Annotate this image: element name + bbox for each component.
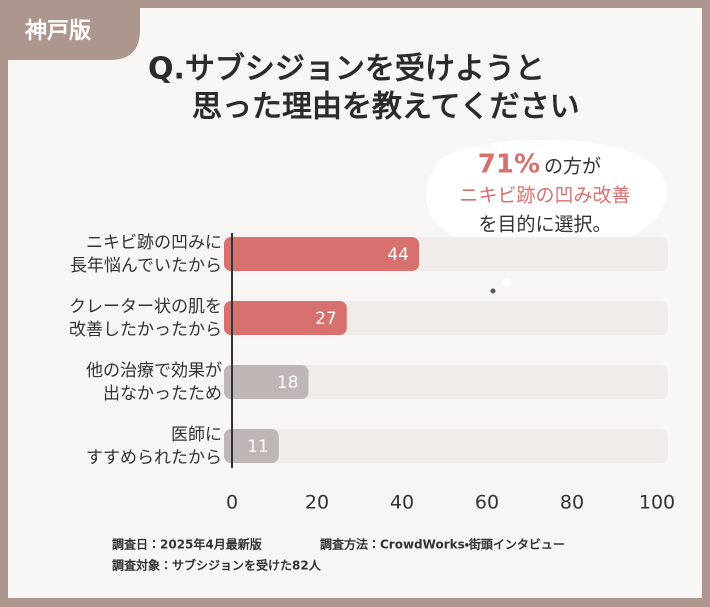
value-label: 27 xyxy=(315,309,337,329)
chart-title: 思った理由を教えてください xyxy=(192,90,580,125)
x-tick-label: 40 xyxy=(390,492,414,514)
badge: 神戸版 xyxy=(24,19,92,44)
value-label: 11 xyxy=(247,437,269,457)
chart-title: Q.サブシジョンを受けようと xyxy=(148,52,545,87)
callout-dot xyxy=(503,279,511,287)
footer-note: 調査方法：CrowdWorks・街頭インタビュー xyxy=(320,537,565,552)
badge-bg xyxy=(0,0,140,60)
y-tick-label: クレーター状の肌を xyxy=(69,297,222,317)
bar-track xyxy=(232,365,668,399)
x-tick-label: 20 xyxy=(305,492,329,514)
annotation: ニキビ跡の凹み改善 xyxy=(459,185,630,207)
x-tick-label: 100 xyxy=(639,492,675,514)
y-tick-label: 長年悩んでいたから xyxy=(70,256,222,276)
callout xyxy=(426,140,667,268)
y-tick-label: 医師に xyxy=(171,425,222,445)
y-tick-label: ニキビ跡の凹みに xyxy=(86,233,222,253)
bar xyxy=(224,237,419,271)
footer-note: 調査対象：サブシジョンを受けた82人 xyxy=(112,558,322,573)
y-tick-label: すすめられたから xyxy=(86,448,222,468)
x-tick-label: 60 xyxy=(475,492,499,514)
y-tick-label: 改善したかったから xyxy=(69,320,222,340)
y-tick-label: 他の治療で効果が xyxy=(86,361,222,381)
value-label: 44 xyxy=(387,245,409,265)
bar xyxy=(224,365,309,399)
x-tick-label: 0 xyxy=(226,492,238,514)
bar-track xyxy=(232,429,668,463)
bar xyxy=(224,429,279,463)
annotation-highlight: 71% xyxy=(478,150,540,180)
callout-dot xyxy=(490,288,496,294)
annotation: を目的に選択。 xyxy=(478,214,611,236)
value-label: 18 xyxy=(277,373,299,393)
x-tick-label: 80 xyxy=(560,492,584,514)
footer-note: 調査日：2025年4月最新版 xyxy=(112,537,263,552)
bar xyxy=(224,301,347,335)
y-tick-label: 出なかったため xyxy=(103,384,222,404)
annotation: の方が xyxy=(544,156,601,178)
